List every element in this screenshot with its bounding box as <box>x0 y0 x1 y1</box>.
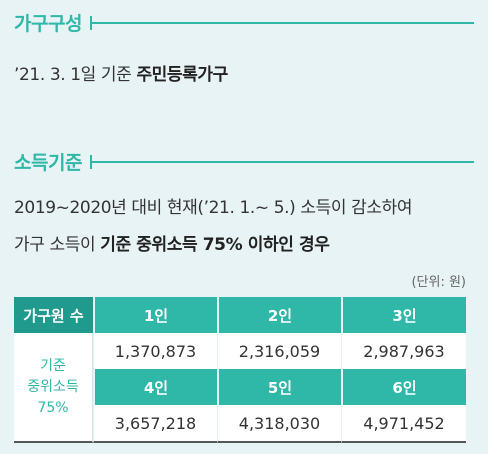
heading-rule <box>89 154 474 169</box>
household-criteria: ’21. 3. 1일 기준 주민등록가구 <box>14 60 228 85</box>
section-title: 가구구성 <box>14 13 82 35</box>
side-label-line: 중위소득 <box>27 378 79 395</box>
household-date-text: ’21. 3. 1일 기준 <box>14 65 132 85</box>
value-cell: 2,316,059 <box>217 333 341 369</box>
value-cell: 3,657,218 <box>93 405 217 443</box>
value-cell: 1,370,873 <box>93 333 217 369</box>
income-table: 가구원 수 1인 2인 3인 기준 중위소득 75% 1,370,873 2,3… <box>14 297 466 443</box>
header-cell: 1인 <box>93 297 217 333</box>
table-header-row: 4인 5인 6인 <box>14 369 466 405</box>
value-cell: 4,318,030 <box>217 405 341 443</box>
side-label-line: 75% <box>37 399 69 416</box>
side-label: 기준 중위소득 75% <box>14 333 93 443</box>
table-row: 기준 중위소득 75% 1,370,873 2,316,059 2,987,96… <box>14 333 466 443</box>
income-line-2-bold: 기준 중위소득 75% 이하인 경우 <box>100 235 330 255</box>
table-header-row: 가구원 수 1인 2인 3인 <box>14 297 466 333</box>
household-type-text: 주민등록가구 <box>136 65 228 85</box>
section-title: 소득기준 <box>14 152 82 174</box>
income-criteria-line-2: 가구 소득이 기준 중위소득 75% 이하인 경우 <box>14 230 330 255</box>
unit-note: (단위: 원) <box>411 275 466 290</box>
header-cell: 6인 <box>341 369 466 405</box>
heading-rule <box>89 15 474 30</box>
header-cell: 5인 <box>217 369 341 405</box>
side-label-line: 기준 <box>40 357 66 374</box>
header-cell: 4인 <box>93 369 217 405</box>
income-criteria-line-1: 2019~2020년 대비 현재(’21. 1.~ 5.) 소득이 감소하여 <box>14 198 413 218</box>
header-cell: 2인 <box>217 297 341 333</box>
income-line-2-plain: 가구 소득이 <box>14 235 96 255</box>
section-heading-income: 소득기준 <box>14 148 474 175</box>
section-heading-household: 가구구성 <box>14 9 474 36</box>
value-cell: 2,987,963 <box>341 333 466 369</box>
value-cell: 4,971,452 <box>341 405 466 443</box>
corner-header: 가구원 수 <box>14 297 93 333</box>
table-row: 3,657,218 4,318,030 4,971,452 <box>14 405 466 443</box>
header-cell: 3인 <box>341 297 466 333</box>
